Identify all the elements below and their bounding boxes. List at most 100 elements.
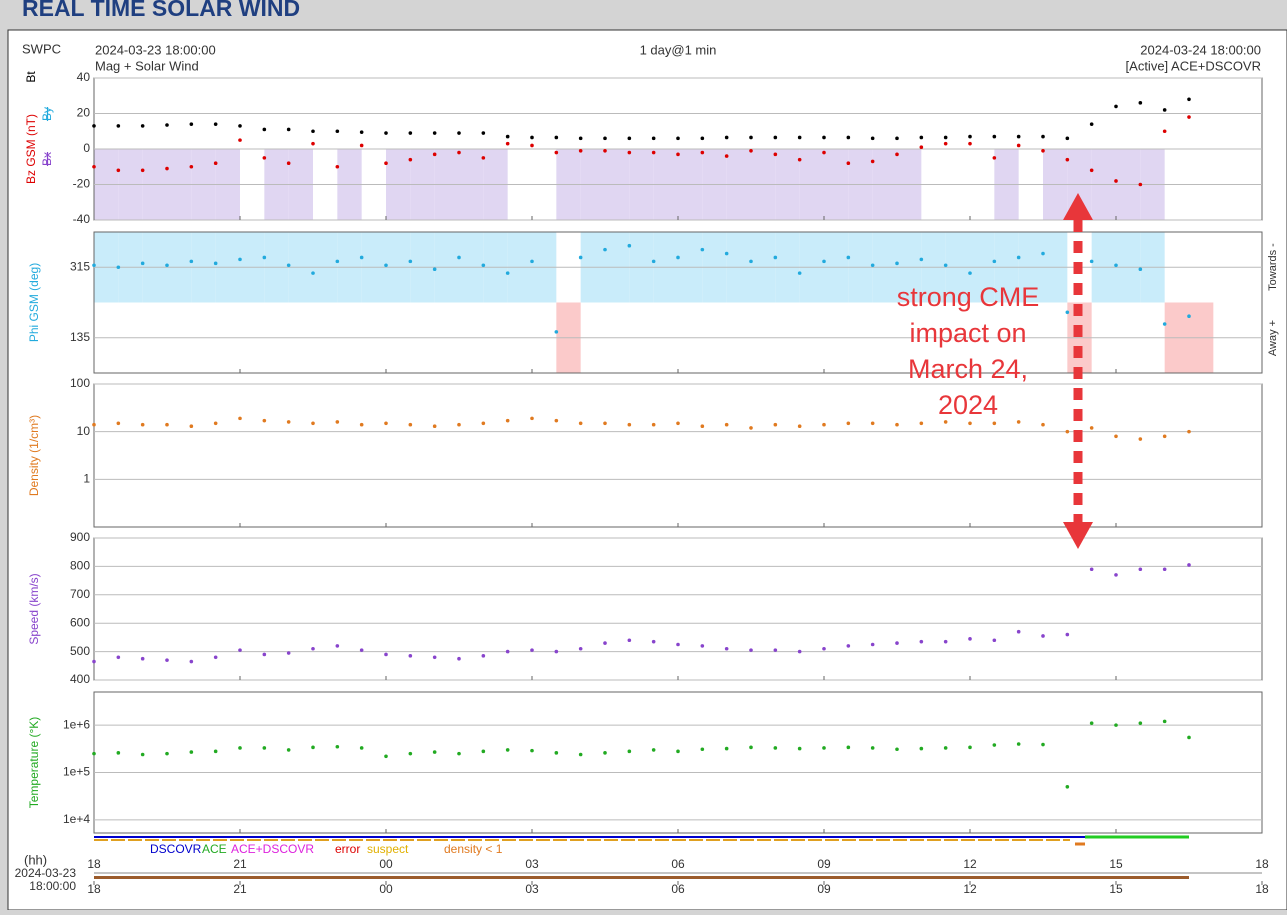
x-tick-label: 15 bbox=[1109, 882, 1123, 896]
data-point bbox=[724, 746, 729, 751]
data-point bbox=[749, 648, 753, 652]
data-point bbox=[335, 420, 340, 424]
data-point bbox=[554, 649, 559, 654]
y-axis-label: Bz GSM (nT) bbox=[24, 114, 38, 184]
annotation-line: 2024 bbox=[938, 390, 998, 420]
data-point bbox=[457, 751, 461, 756]
y-axis-label: Bx bbox=[40, 152, 54, 166]
data-point bbox=[1114, 723, 1118, 727]
data-point bbox=[1187, 115, 1191, 119]
data-point bbox=[1065, 310, 1070, 315]
legend-entry: ACE+DSCOVR bbox=[231, 842, 314, 856]
data-point bbox=[627, 150, 632, 155]
data-point bbox=[140, 656, 145, 661]
data-point bbox=[1138, 101, 1143, 105]
data-point bbox=[262, 418, 267, 423]
data-point bbox=[505, 418, 510, 423]
data-point bbox=[919, 746, 924, 751]
annotation-line: strong CME bbox=[897, 282, 1040, 312]
data-point bbox=[335, 129, 340, 134]
data-point bbox=[408, 157, 413, 162]
data-point bbox=[140, 422, 145, 427]
x-tick-label: 12 bbox=[963, 882, 977, 896]
data-point bbox=[384, 421, 388, 426]
data-point bbox=[1114, 434, 1118, 439]
data-point bbox=[213, 122, 218, 126]
data-point bbox=[457, 656, 461, 661]
data-point bbox=[481, 749, 486, 754]
data-point bbox=[797, 135, 802, 140]
data-point bbox=[189, 164, 194, 169]
data-point bbox=[262, 255, 267, 260]
y-tick-label: 1e+4 bbox=[63, 812, 90, 826]
y-axis-label: Speed (km/s) bbox=[27, 573, 41, 644]
data-point bbox=[189, 659, 194, 664]
data-point bbox=[165, 123, 169, 127]
data-point bbox=[1089, 567, 1094, 572]
data-point bbox=[530, 648, 534, 652]
data-point bbox=[895, 261, 899, 266]
data-point bbox=[213, 421, 218, 426]
data-point bbox=[627, 638, 632, 643]
y-tick-label: -20 bbox=[73, 177, 91, 191]
y-tick-label: 800 bbox=[70, 559, 90, 573]
data-point bbox=[262, 746, 267, 750]
data-point bbox=[603, 148, 607, 153]
data-point bbox=[651, 136, 656, 141]
data-point bbox=[846, 135, 851, 140]
data-point bbox=[1065, 429, 1070, 434]
data-point bbox=[238, 416, 242, 421]
data-point bbox=[481, 131, 486, 135]
status-legend: DSCOVR ACE ACE+DSCOVR error suspect density <… bbox=[150, 842, 503, 856]
x-tick-label: 06 bbox=[671, 882, 685, 896]
data-point bbox=[165, 166, 169, 171]
data-point bbox=[457, 150, 461, 155]
data-point bbox=[1162, 434, 1167, 439]
source: SWPC bbox=[22, 41, 61, 56]
data-point bbox=[968, 421, 972, 426]
data-point bbox=[846, 255, 851, 260]
data-point bbox=[530, 416, 534, 421]
arrow bbox=[1063, 193, 1093, 549]
data-point bbox=[481, 156, 486, 160]
x-tick-label: 18 bbox=[87, 882, 101, 896]
data-point bbox=[457, 131, 461, 135]
data-point bbox=[1187, 314, 1191, 319]
data-point bbox=[432, 131, 437, 135]
data-point bbox=[359, 255, 364, 260]
data-point bbox=[505, 748, 510, 752]
x-tick-label: 03 bbox=[525, 882, 539, 896]
y-tick-label: 100 bbox=[70, 376, 90, 390]
data-point bbox=[1041, 634, 1045, 638]
data-point bbox=[116, 655, 121, 660]
data-point bbox=[408, 131, 413, 135]
data-point bbox=[1114, 104, 1118, 109]
data-point bbox=[822, 422, 826, 427]
data-point bbox=[530, 135, 534, 140]
data-point bbox=[578, 421, 583, 426]
data-point bbox=[1114, 179, 1118, 183]
data-point bbox=[481, 421, 486, 426]
data-point bbox=[676, 642, 680, 647]
data-point bbox=[1187, 563, 1191, 567]
data-point bbox=[1162, 719, 1167, 724]
data-point bbox=[335, 644, 340, 648]
data-point bbox=[311, 129, 315, 134]
data-point bbox=[92, 164, 96, 169]
x-tick-label: 18 bbox=[1255, 882, 1269, 896]
x-tick-label: 15 bbox=[1109, 857, 1123, 871]
data-point bbox=[773, 422, 778, 427]
right-axis-label: Towards - bbox=[1267, 243, 1279, 291]
x-tick-label: 03 bbox=[525, 857, 539, 871]
data-point bbox=[822, 259, 826, 264]
data-point bbox=[1016, 629, 1021, 634]
data-point bbox=[895, 422, 899, 427]
spacecraft: [Active] ACE+DSCOVR bbox=[1126, 58, 1261, 73]
data-point bbox=[1041, 148, 1045, 153]
data-point bbox=[1065, 136, 1070, 141]
data-point bbox=[554, 330, 559, 334]
data-point bbox=[1114, 263, 1118, 268]
data-point bbox=[1187, 97, 1191, 102]
data-point bbox=[1089, 168, 1094, 173]
data-point bbox=[943, 141, 948, 146]
